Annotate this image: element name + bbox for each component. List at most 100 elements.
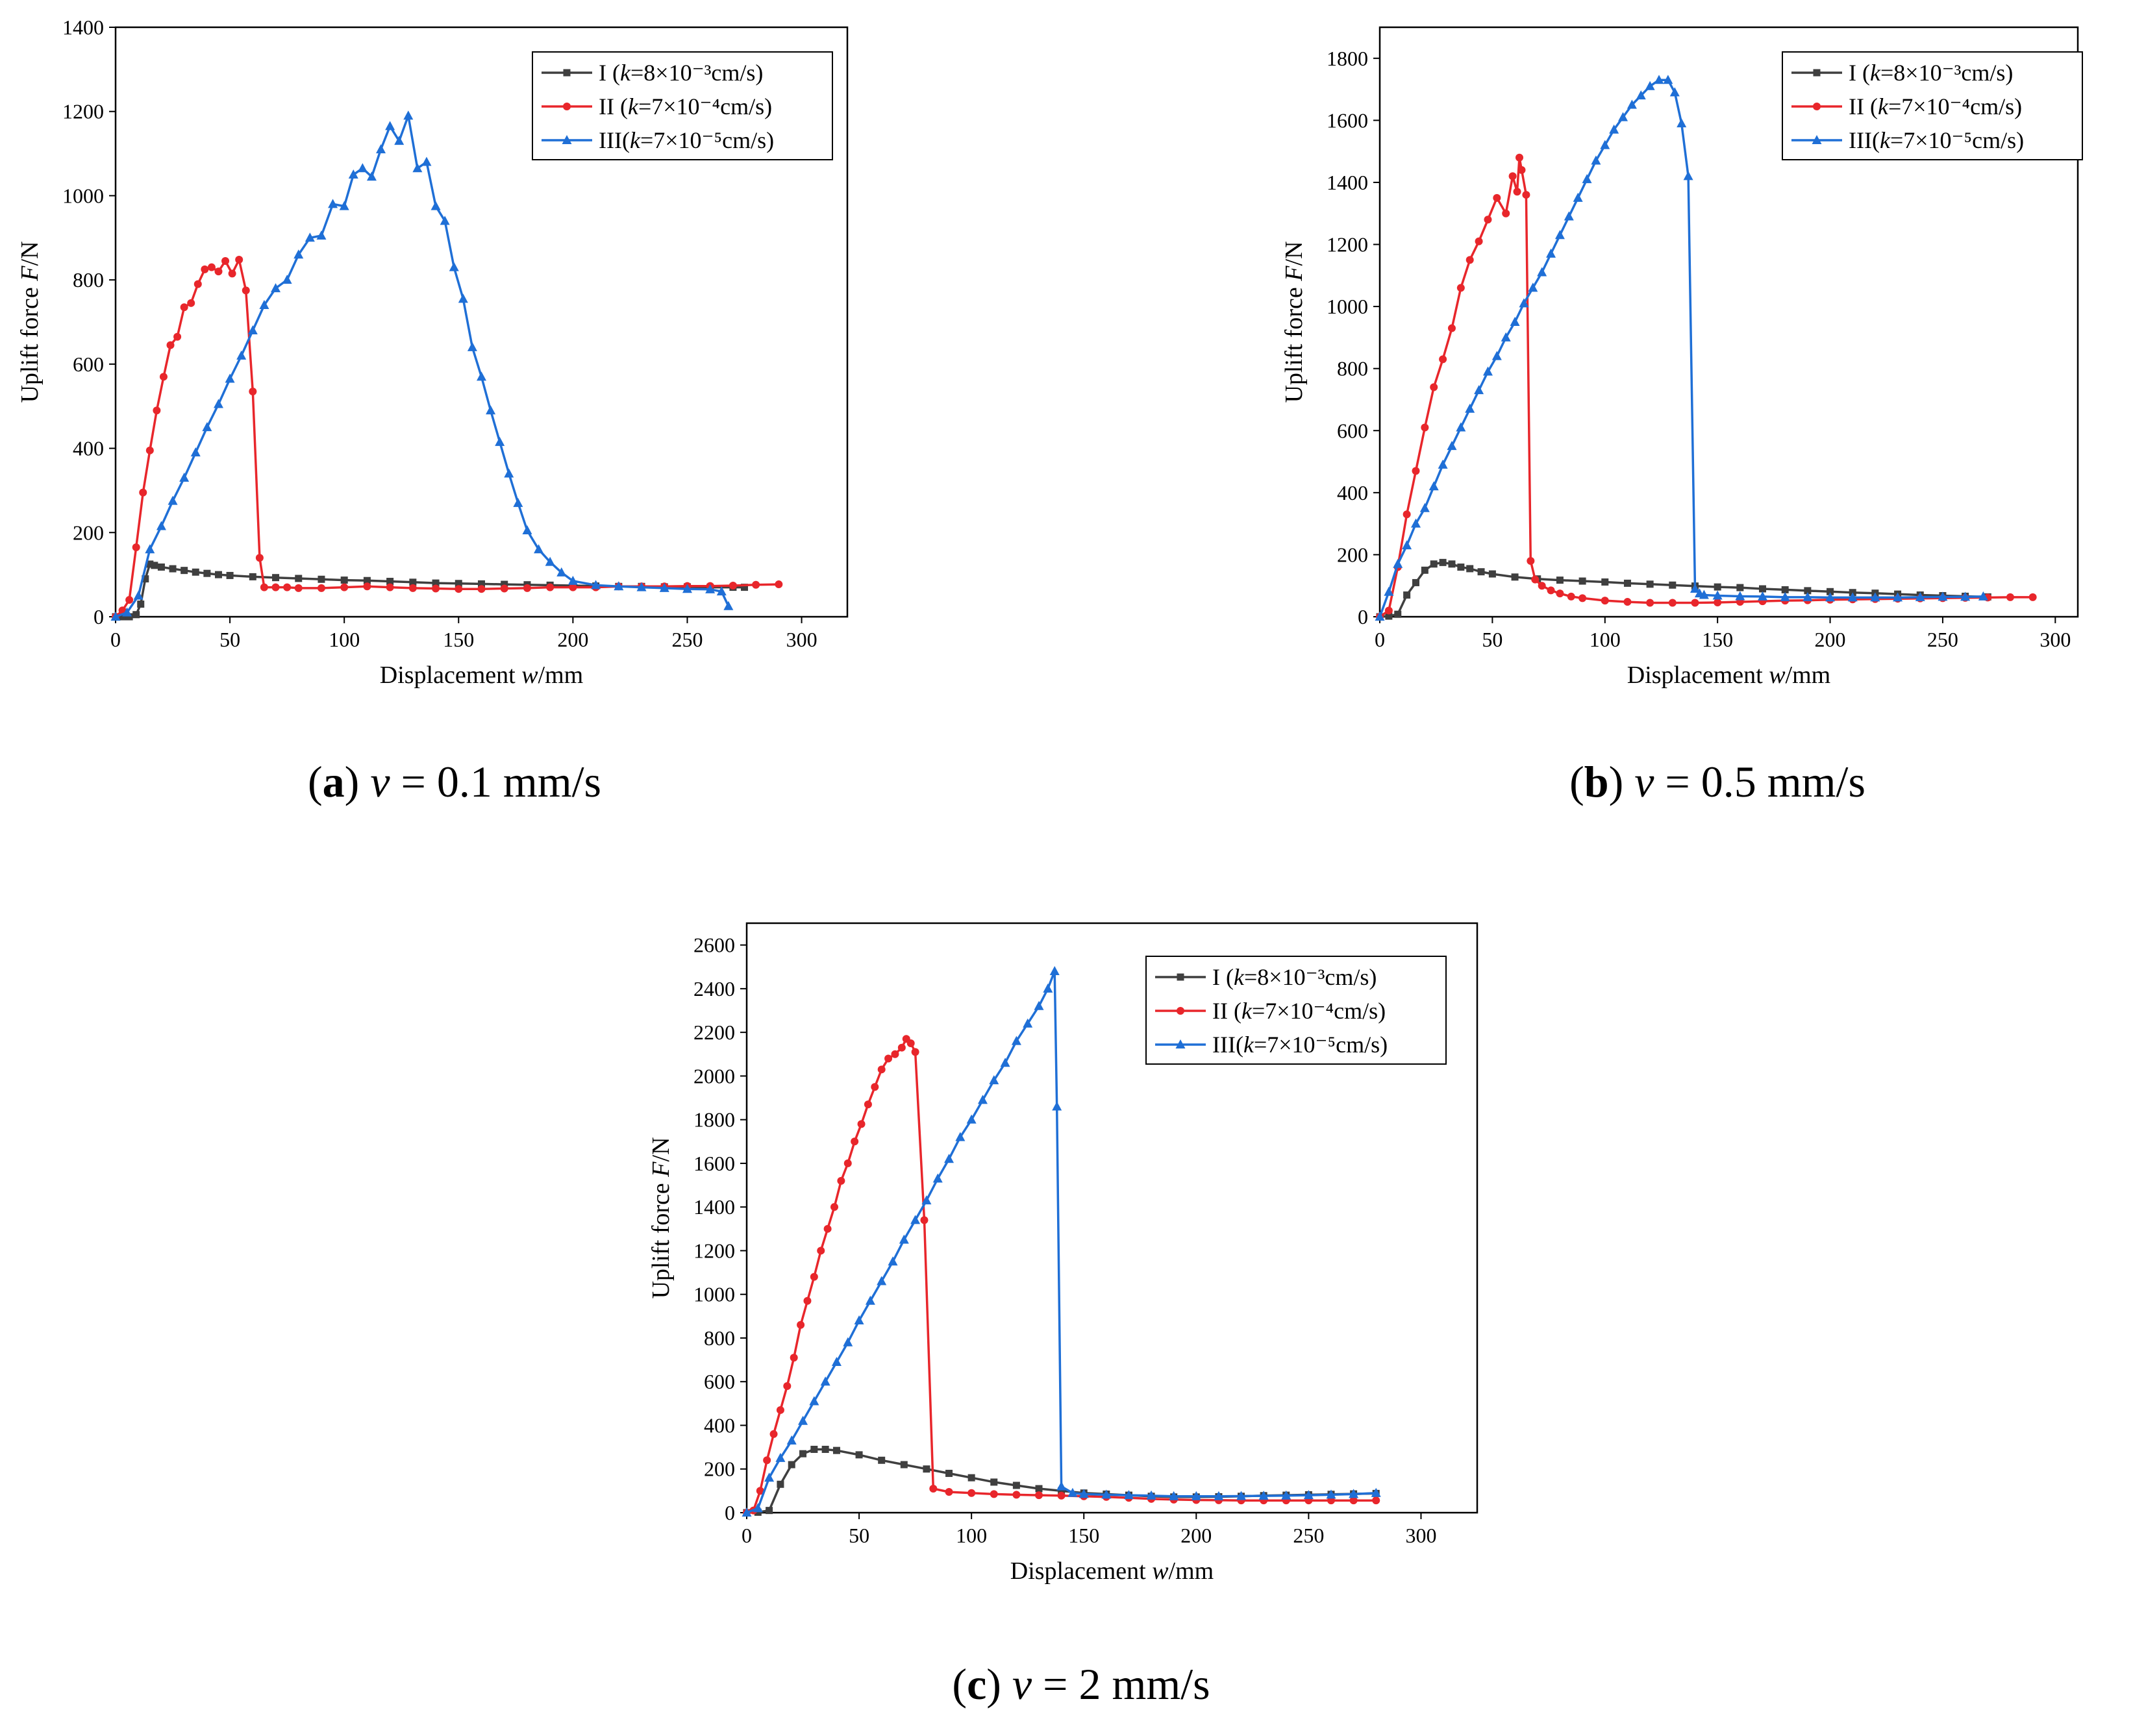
data-point-III [636,582,647,591]
data-point-III [1600,140,1610,149]
data-point-II [1714,599,1722,607]
y-axis-label: Uplift force F/N [647,1137,675,1298]
data-point-III [786,1435,797,1445]
data-point-III [449,262,459,271]
data-point-III [271,283,281,293]
data-point-I [226,571,234,579]
data-point-II [763,1456,771,1465]
legend-entry-I: I (k=8×10⁻³cm/s) [599,60,763,86]
data-point-I [203,569,211,577]
data-point-III [486,405,496,415]
y-tick-label: 2600 [693,934,735,957]
x-tick-label: 150 [1068,1524,1099,1547]
data-point-III [1780,591,1790,601]
data-point-I [1035,1485,1043,1493]
data-point-I [125,613,133,621]
x-tick-label: 0 [110,628,121,651]
data-point-III [348,169,358,179]
data-point-III [1758,591,1768,601]
caption-b: (b) v = 0.5 mm/s [1569,757,1865,806]
data-point-III [236,350,247,360]
legend-marker-II [1177,1007,1184,1015]
data-point-III [1683,171,1693,180]
data-point-III [156,521,166,530]
x-tick-label: 300 [2039,628,2071,651]
data-point-II [1578,594,1587,602]
data-point-II [864,1100,872,1109]
data-point-I [1394,610,1402,618]
data-point-II [228,269,236,278]
data-point-I [1439,558,1447,566]
data-point-III [458,293,468,303]
data-point-III [366,171,377,181]
data-point-I [142,575,149,583]
data-point-II [386,583,394,591]
data-point-II [851,1137,859,1146]
data-point-II [1447,324,1456,332]
plot-frame [1378,26,2079,618]
legend-entry-I: I (k=8×10⁻³cm/s) [1212,964,1377,990]
y-axis-label: Uplift force F/N [1280,241,1308,403]
data-point-III [1000,1058,1010,1067]
y-tick-label: 600 [73,353,104,376]
legend: I (k=8×10⁻³cm/s) II (k=7×10⁻⁴cm/s) III(k=7… [1145,956,1447,1065]
data-point-III [403,110,414,120]
data-point-III [1938,591,1948,601]
data-point-II [843,1159,852,1167]
data-point-III [1669,87,1680,97]
data-point-II [221,256,230,265]
data-point-II [408,584,417,592]
x-tick-label: 50 [1482,628,1503,651]
x-tick-label: 150 [443,628,474,651]
data-point-II [1513,188,1521,196]
data-point-I [1466,565,1474,573]
data-point-I [788,1461,795,1469]
series-III [110,110,734,621]
data-point-II [1057,1491,1066,1500]
data-point-I [1556,577,1564,584]
data-point-II [857,1120,866,1128]
data-point-I [1669,581,1677,589]
data-point-III [179,472,190,482]
data-point-III [513,497,523,507]
data-point-II [477,585,486,593]
data-point-III [1618,112,1628,121]
data-point-I [855,1451,863,1459]
data-point-II [769,1430,778,1438]
data-point-III [421,156,432,166]
data-point-II [125,596,134,604]
data-point-II [193,280,202,288]
data-point-III [1101,1489,1112,1499]
data-point-III [1564,211,1574,221]
data-point-III [1528,282,1538,292]
data-point-I [455,580,462,588]
data-point-II [546,583,555,591]
data-point-I [1477,568,1485,576]
data-point-I [754,1508,762,1516]
data-point-III [1281,1490,1291,1500]
data-point-I [1578,577,1586,585]
data-point-I [272,574,280,582]
data-point-II [187,299,195,307]
data-point-II [945,1488,953,1496]
data-point-III [899,1234,909,1244]
data-point-III [145,544,155,554]
data-point-II [139,488,147,497]
y-tick-label: 600 [704,1370,735,1393]
y-tick-label: 1400 [62,16,104,39]
x-tick-label: 100 [329,628,360,651]
data-point-I [741,584,749,591]
data-point-III [1482,366,1493,376]
data-point-I [799,1450,807,1457]
data-point-III [1349,1489,1359,1498]
data-point-II [1372,1496,1380,1505]
data-point-III [440,216,450,225]
data-point-II [214,267,223,276]
data-point-II [1035,1491,1043,1500]
data-point-III [1712,590,1723,600]
data-point-II [1508,172,1517,180]
data-point-III [1393,558,1403,568]
data-point-III [1049,965,1060,975]
data-point-II [1547,586,1555,595]
series-III [1375,75,1988,621]
